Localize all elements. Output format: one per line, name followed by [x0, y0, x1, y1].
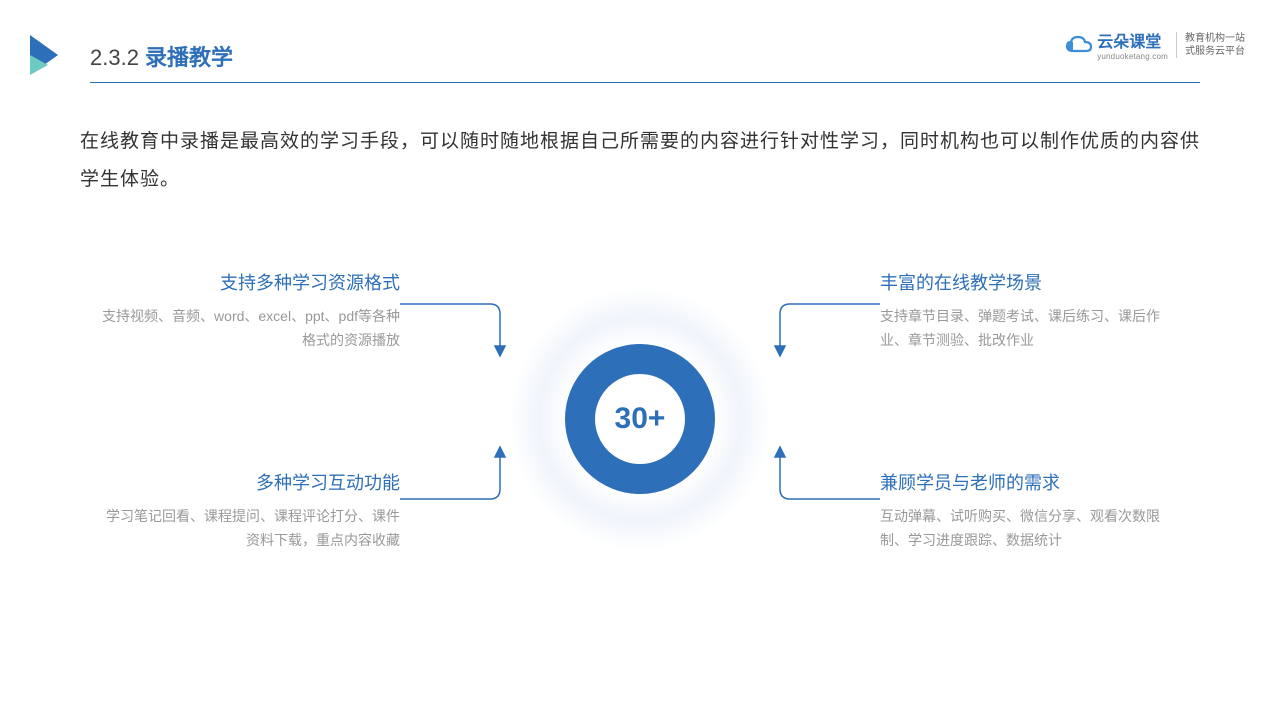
cloud-icon — [1065, 35, 1093, 55]
feature-bottom-right: 兼顾学员与老师的需求 互动弹幕、试听购买、微信分享、观看次数限制、学习进度跟踪、… — [880, 469, 1180, 553]
connector-bottom-right — [710, 439, 880, 509]
feature-bottom-left: 多种学习互动功能 学习笔记回看、课程提问、课程评论打分、课件资料下载，重点内容收… — [100, 469, 400, 553]
feature-title: 支持多种学习资源格式 — [100, 269, 400, 295]
brand-logo: 云朵课堂 yunduoketang.com 教育机构一站 式服务云平台 — [1065, 28, 1245, 61]
logo-tagline-1: 教育机构一站 — [1185, 32, 1245, 45]
slide-header: 2.3.2录播教学 云朵课堂 yunduoketang.com 教育机构一站 式… — [0, 0, 1280, 83]
feature-desc: 学习笔记回看、课程提问、课程评论打分、课件资料下载，重点内容收藏 — [100, 505, 400, 553]
play-triangle-icon — [30, 35, 62, 75]
connector-top-left — [400, 294, 570, 364]
section-title-text: 录播教学 — [145, 45, 233, 70]
logo-tagline-2: 式服务云平台 — [1185, 45, 1245, 58]
feature-diagram: 30+ 支持多种学习资源格式 支持视频、音频、word、excel、ppt、pd… — [0, 199, 1280, 639]
connector-top-right — [710, 294, 880, 364]
connector-bottom-left — [400, 439, 570, 509]
feature-desc: 支持视频、音频、word、excel、ppt、pdf等各种格式的资源播放 — [100, 305, 400, 353]
center-ring: 30+ — [565, 344, 715, 494]
feature-title: 兼顾学员与老师的需求 — [880, 469, 1180, 495]
section-number: 2.3.2 — [90, 45, 139, 70]
feature-desc: 支持章节目录、弹题考试、课后练习、课后作业、章节测验、批改作业 — [880, 305, 1180, 353]
center-label: 30+ — [615, 402, 666, 436]
logo-tagline: 教育机构一站 式服务云平台 — [1185, 32, 1245, 58]
intro-paragraph: 在线教育中录播是最高效的学习手段，可以随时随地根据自己所需要的内容进行针对性学习… — [0, 83, 1280, 199]
logo-domain: yunduoketang.com — [1097, 52, 1168, 61]
feature-title: 丰富的在线教学场景 — [880, 269, 1180, 295]
feature-title: 多种学习互动功能 — [100, 469, 400, 495]
feature-top-right: 丰富的在线教学场景 支持章节目录、弹题考试、课后练习、课后作业、章节测验、批改作… — [880, 269, 1180, 353]
feature-top-left: 支持多种学习资源格式 支持视频、音频、word、excel、ppt、pdf等各种… — [100, 269, 400, 353]
feature-desc: 互动弹幕、试听购买、微信分享、观看次数限制、学习进度跟踪、数据统计 — [880, 505, 1180, 553]
logo-divider — [1176, 32, 1177, 58]
section-title: 2.3.2录播教学 — [90, 40, 1200, 83]
logo-brand-name: 云朵课堂 — [1097, 28, 1168, 52]
